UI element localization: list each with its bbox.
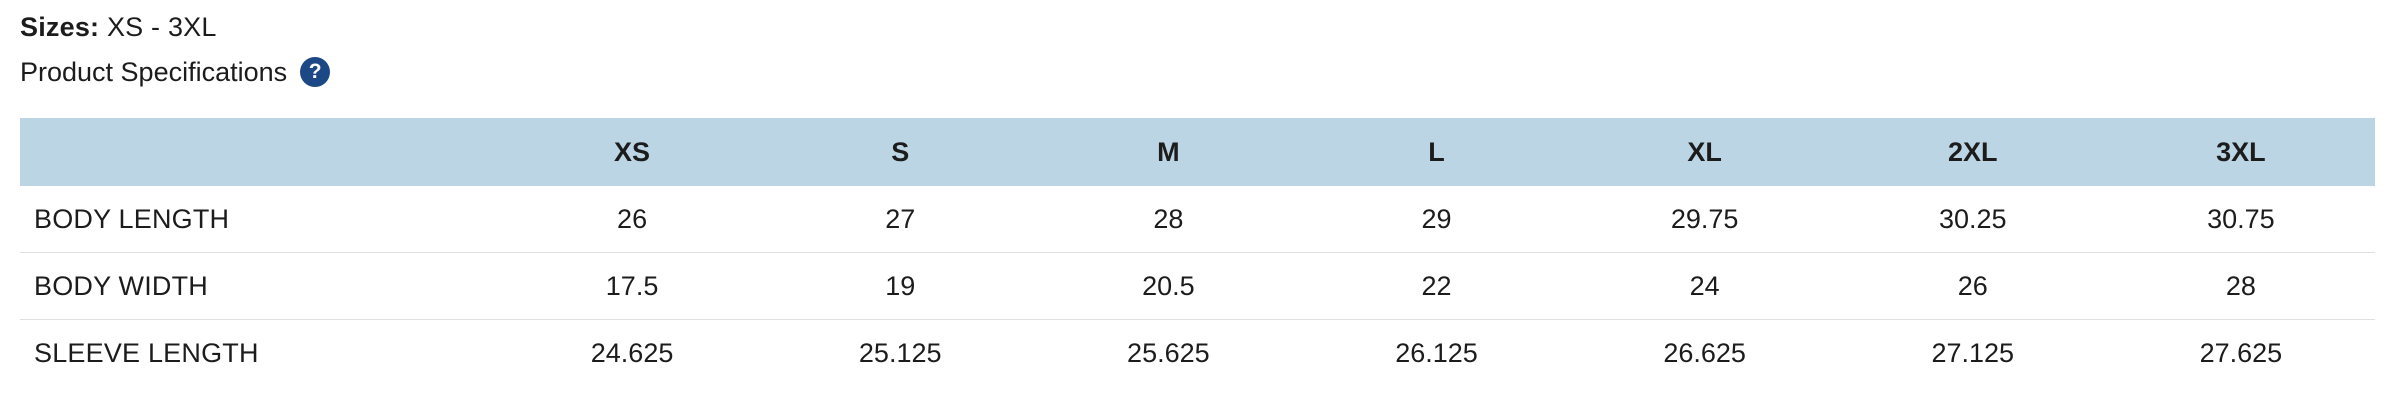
section-header: Product Specifications ? xyxy=(20,57,2375,87)
cell-value: 24 xyxy=(1689,270,1720,301)
cell-value: 28 xyxy=(2225,270,2256,301)
header-cell-m: M xyxy=(1157,136,1180,167)
header-cell-xs: XS xyxy=(614,136,651,167)
sizes-label: Sizes: xyxy=(20,12,100,42)
cell-value: 30.75 xyxy=(2207,203,2275,234)
header-cell-3xl: 3XL xyxy=(2216,136,2266,167)
cell-value: 29 xyxy=(1421,203,1452,234)
header-cell-s: S xyxy=(891,136,910,167)
header-cell-2xl: 2XL xyxy=(1948,136,1998,167)
row-label: SLEEVE LENGTH xyxy=(34,338,259,368)
header-cell-xl: XL xyxy=(1687,136,1722,167)
row-label: BODY LENGTH xyxy=(34,203,230,234)
cell-value: 20.5 xyxy=(1142,270,1195,301)
section-title: Product Specifications xyxy=(20,57,288,87)
cell-value: 22 xyxy=(1421,270,1452,301)
help-question-icon[interactable]: ? xyxy=(300,57,331,87)
table-row-body-length: BODY LENGTH 26 27 28 29 29.75 30.25 30.7… xyxy=(20,186,2375,253)
row-label: BODY WIDTH xyxy=(34,270,209,301)
spec-table: XS S M L XL 2XL 3XL BODY LENGTH 26 27 28… xyxy=(20,118,2375,387)
cell-value: 26.125 xyxy=(1395,338,1478,368)
cell-value: 26 xyxy=(1957,270,1988,301)
cell-value: 27.125 xyxy=(1931,338,2015,368)
table-row-sleeve-length: SLEEVE LENGTH 24.625 25.125 25.625 26.12… xyxy=(20,320,2375,387)
cell-value: 29.75 xyxy=(1670,203,1739,234)
cell-value: 25.625 xyxy=(1127,338,1210,368)
sizes-line: Sizes: XS - 3XL xyxy=(20,12,2375,42)
cell-value: 27 xyxy=(885,203,916,234)
cell-value: 19 xyxy=(885,270,916,301)
cell-value: 26.625 xyxy=(1663,338,1746,368)
cell-value: 25.125 xyxy=(858,338,942,368)
header-cell-l: L xyxy=(1428,136,1445,167)
cell-value: 28 xyxy=(1153,203,1184,234)
table-header-row: XS S M L XL 2XL 3XL xyxy=(20,118,2375,186)
cell-value: 27.625 xyxy=(2199,338,2283,368)
cell-value: 17.5 xyxy=(605,270,659,301)
cell-value: 26 xyxy=(617,203,648,234)
cell-value: 30.25 xyxy=(1938,203,2007,234)
table-row-body-width: BODY WIDTH 17.5 19 20.5 22 24 26 28 xyxy=(20,253,2375,320)
sizes-value: XS - 3XL xyxy=(106,12,217,42)
cell-value: 24.625 xyxy=(590,338,674,368)
product-spec-section: Sizes: XS - 3XL Product Specifications ?… xyxy=(20,12,2375,387)
